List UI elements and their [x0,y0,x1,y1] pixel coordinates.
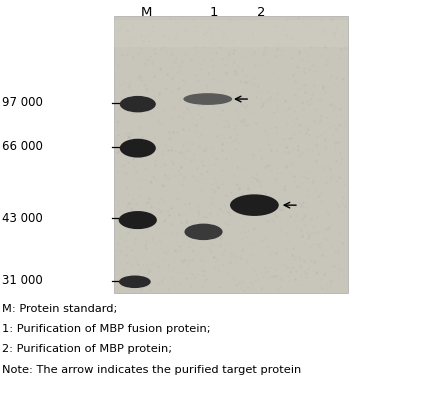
Text: 66 000: 66 000 [2,140,43,154]
Text: 1: 1 [210,6,218,19]
Bar [114,20,348,47]
Ellipse shape [230,194,279,216]
Text: 97 000: 97 000 [2,96,43,110]
Text: 43 000: 43 000 [2,211,43,225]
Text: 1: Purification of MBP fusion protein;: 1: Purification of MBP fusion protein; [2,324,211,334]
Bar [114,16,348,293]
Text: 31 000: 31 000 [2,274,43,288]
Text: Note: The arrow indicates the purified target protein: Note: The arrow indicates the purified t… [2,365,301,375]
Ellipse shape [120,96,156,112]
Ellipse shape [119,211,157,229]
Text: M: Protein standard;: M: Protein standard; [2,303,117,314]
Ellipse shape [183,93,232,105]
Text: 2: 2 [257,6,265,19]
Ellipse shape [120,139,156,158]
Text: M: M [141,6,152,19]
Text: 2: Purification of MBP protein;: 2: Purification of MBP protein; [2,344,172,354]
Ellipse shape [184,224,223,240]
Ellipse shape [119,275,151,288]
